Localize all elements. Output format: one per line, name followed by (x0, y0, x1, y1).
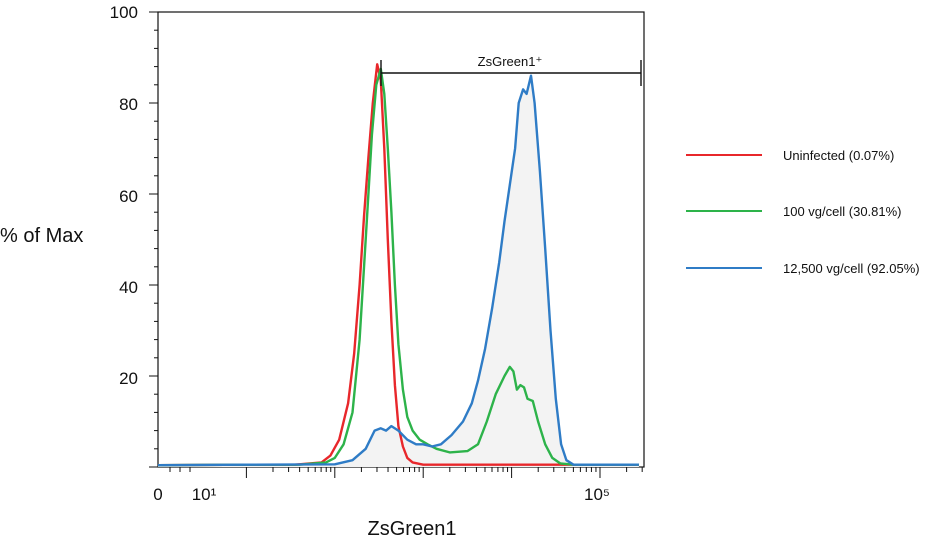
series-line-100vg (157, 67, 639, 467)
x-axis-title: ZsGreen1 (368, 518, 457, 540)
gate-label: ZsGreen1⁺ (478, 54, 543, 69)
x-tick-label-1e5: 10⁵ (584, 485, 610, 504)
y-axis-ticks (149, 11, 158, 468)
y-axis-title: % of Max (0, 225, 83, 247)
series-line-uninfected (157, 63, 639, 467)
y-tick-label-100: 100 (110, 3, 138, 22)
series-fill-group (158, 75, 639, 467)
gate-marker: ZsGreen1⁺ (380, 54, 642, 86)
x-tick-label-0: 0 (153, 485, 162, 504)
y-tick-label-80: 80 (119, 95, 138, 114)
legend-label-100vg: 100 vg/cell (30.81%) (783, 204, 902, 219)
legend-label-uninfected: Uninfected (0.07%) (783, 148, 894, 163)
legend: Uninfected (0.07%) 100 vg/cell (30.81%) … (686, 148, 920, 276)
plot-frame (157, 11, 645, 468)
series-line-group (157, 63, 639, 467)
series-line-12500vg (157, 74, 639, 467)
y-tick-label-40: 40 (119, 278, 138, 297)
x-tick-label-1e1: 10¹ (192, 485, 217, 504)
y-tick-label-60: 60 (119, 187, 138, 206)
y-tick-label-20: 20 (119, 369, 138, 388)
legend-label-12500vg: 12,500 vg/cell (92.05%) (783, 261, 920, 276)
series-fill-12500vg (158, 75, 639, 467)
x-axis-ticks (169, 467, 643, 478)
